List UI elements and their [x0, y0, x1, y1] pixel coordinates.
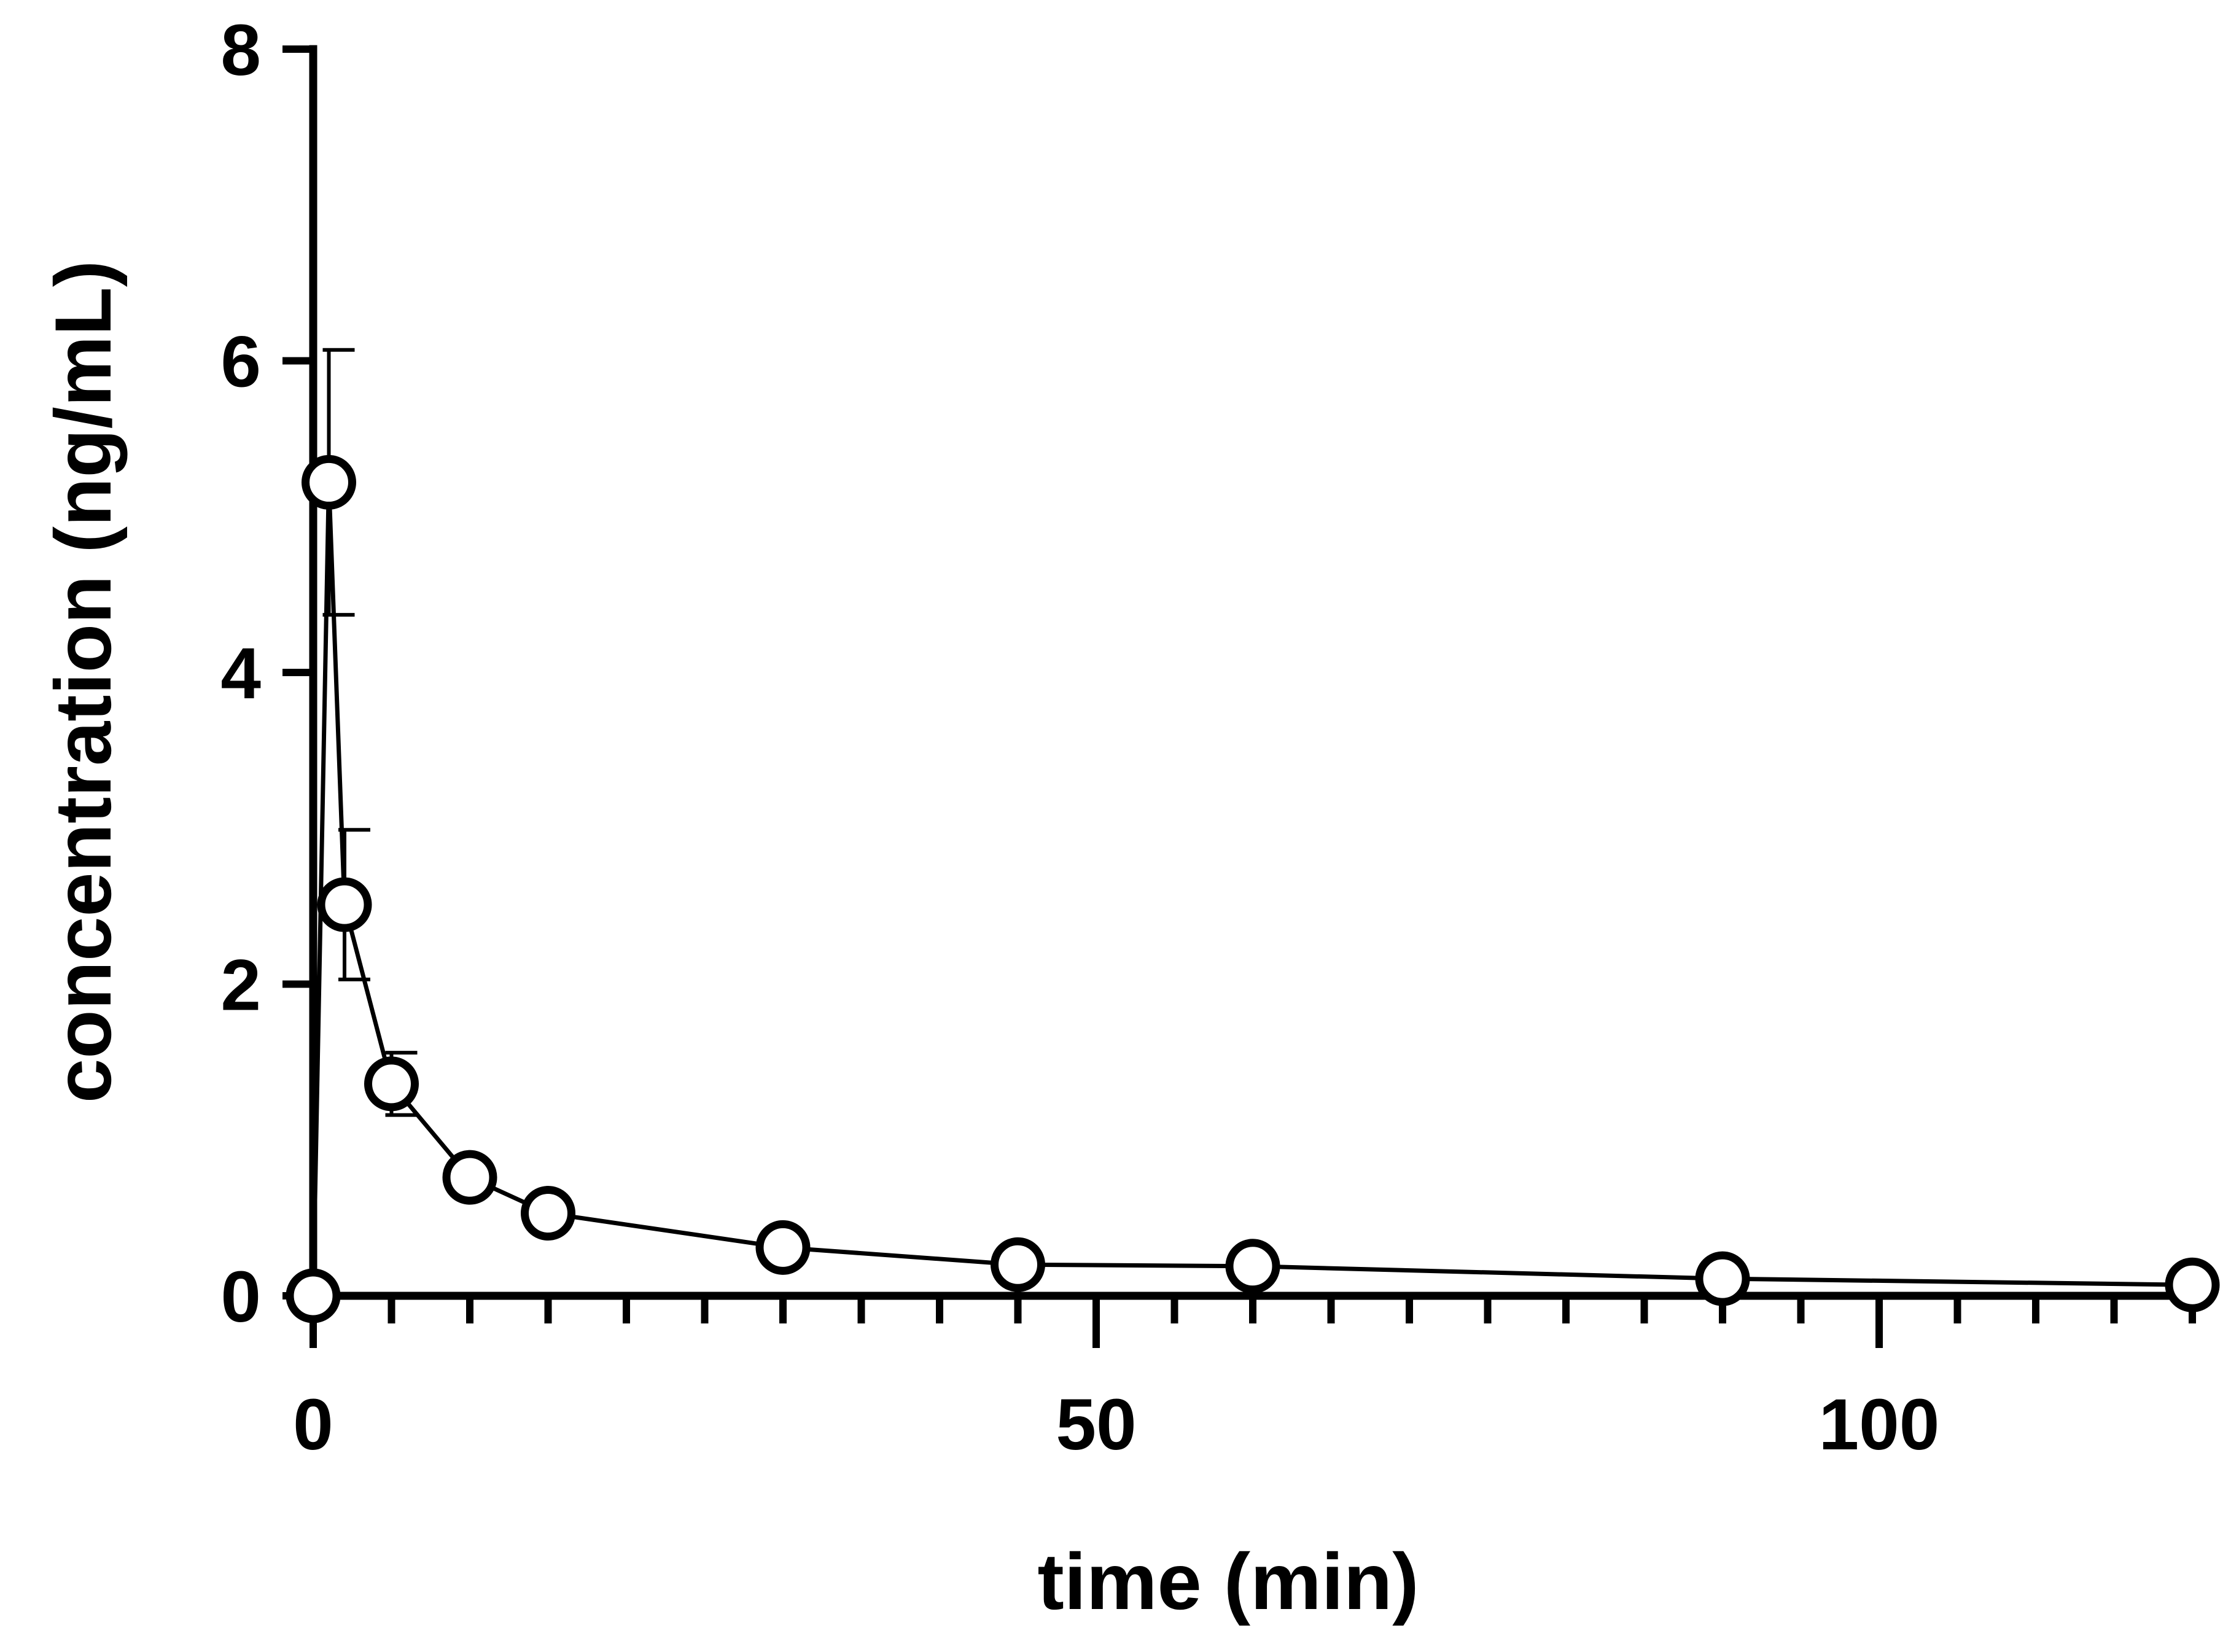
x-tick-label: 0 — [293, 1384, 333, 1465]
y-tick-label: 4 — [220, 633, 261, 714]
tick-label-layer: 0 2 4 6 8 0 50 100 — [220, 10, 1939, 1465]
data-point — [317, 877, 372, 932]
data-point — [442, 1150, 497, 1205]
x-tick-label: 100 — [1819, 1384, 1940, 1465]
data-point — [991, 1237, 1045, 1292]
y-tick-label: 2 — [220, 945, 261, 1026]
axes — [282, 45, 2196, 1348]
data-point — [521, 1186, 575, 1241]
data-point — [1225, 1239, 1280, 1294]
y-tick-label: 6 — [220, 322, 261, 403]
data-point — [364, 1056, 419, 1112]
y-axis-title: concentration (ng/mL) — [38, 260, 128, 1103]
series-line-layer — [311, 480, 2193, 1296]
data-point — [286, 1268, 341, 1323]
x-tick-label: 50 — [1056, 1384, 1136, 1465]
x-axis-title: time (min) — [1037, 1537, 1419, 1626]
data-point-layer — [286, 454, 2220, 1323]
y-tick-label: 0 — [220, 1257, 261, 1338]
series-line — [311, 480, 2193, 1296]
data-point — [302, 454, 356, 510]
y-tick-label: 8 — [220, 10, 261, 91]
data-point — [1695, 1251, 1750, 1306]
data-point — [755, 1220, 811, 1275]
data-point — [2165, 1257, 2220, 1312]
